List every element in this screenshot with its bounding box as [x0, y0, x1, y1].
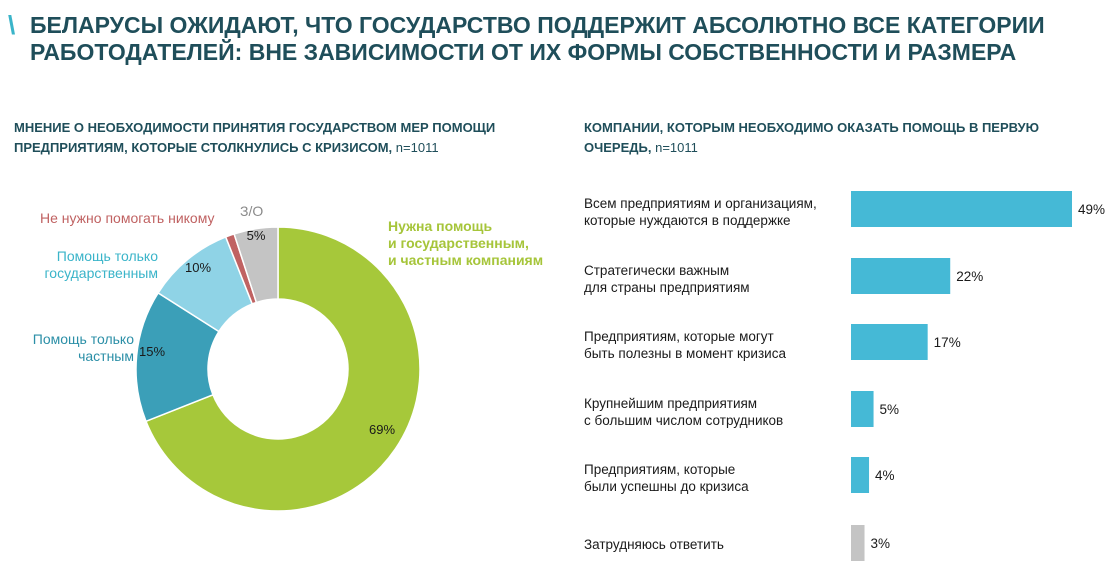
bar-value-label: 22% [956, 269, 983, 284]
bar [851, 258, 951, 294]
slice-label-dont-know: З/О [240, 203, 264, 219]
donut-chart-sample-size: n=1011 [395, 140, 439, 155]
slice-both-value: 69% [369, 422, 395, 437]
donut-chart-title-text: МНЕНИЕ О НЕОБХОДИМОСТИ ПРИНЯТИЯ ГОСУДАРС… [14, 120, 496, 155]
bar-label: Затрудняюсь ответить [584, 537, 724, 552]
bar-chart-title-text: КОМПАНИИ, КОТОРЫМ НЕОБХОДИМО ОКАЗАТЬ ПОМ… [584, 120, 1040, 155]
bar [851, 191, 1072, 227]
bar-label: Всем предприятиям и организациям, которы… [584, 196, 817, 228]
bar [851, 324, 928, 360]
slice-dont-know [233, 226, 279, 304]
slice-private-only-value: 15% [139, 344, 165, 359]
bar [851, 391, 874, 427]
slice-both [144, 226, 421, 512]
bar-label: Крупнейшим предприятиям с большим числом… [584, 396, 784, 428]
bar-chart-sample-size: n=1011 [655, 140, 698, 155]
bar-chart: 49% 22% 17% 5% 4% 3% [851, 191, 1105, 561]
slice-label-no-help: Не нужно помогать никому [40, 210, 215, 226]
donut-chart-title: МНЕНИЕ О НЕОБХОДИМОСТИ ПРИНЯТИЯ ГОСУДАРС… [14, 118, 554, 158]
bar-value-label: 4% [875, 468, 895, 483]
donut-chart: 69% 15% 10% 5% [135, 226, 421, 512]
bar-value-label: 49% [1078, 202, 1105, 217]
bar [851, 457, 870, 493]
bar-chart-title: КОМПАНИИ, КОТОРЫМ НЕОБХОДИМО ОКАЗАТЬ ПОМ… [584, 118, 1104, 158]
bar-label: Стратегически важным для страны предприя… [584, 263, 750, 295]
bar-label: Предприятиям, которые могут быть полезны… [584, 329, 786, 361]
title-slash-mark: \ [8, 10, 16, 40]
bar [851, 525, 865, 561]
slice-label-state-only: Помощь только государственным [44, 248, 159, 281]
slice-dont-know-value: 5% [247, 228, 266, 243]
bar-value-label: 5% [880, 402, 900, 417]
bar-value-label: 17% [934, 335, 961, 350]
bar-label: Предприятиям, которые были успешны до кр… [584, 462, 749, 494]
slice-label-private-only: Помощь только частным [32, 331, 134, 364]
slice-state-only-value: 10% [185, 260, 211, 275]
bar-value-label: 3% [871, 536, 891, 551]
slice-label-both: Нужна помощь и государственным, и частны… [388, 218, 544, 268]
page-title: БЕЛАРУСЫ ОЖИДАЮТ, ЧТО ГОСУДАРСТВО ПОДДЕР… [30, 12, 1045, 65]
